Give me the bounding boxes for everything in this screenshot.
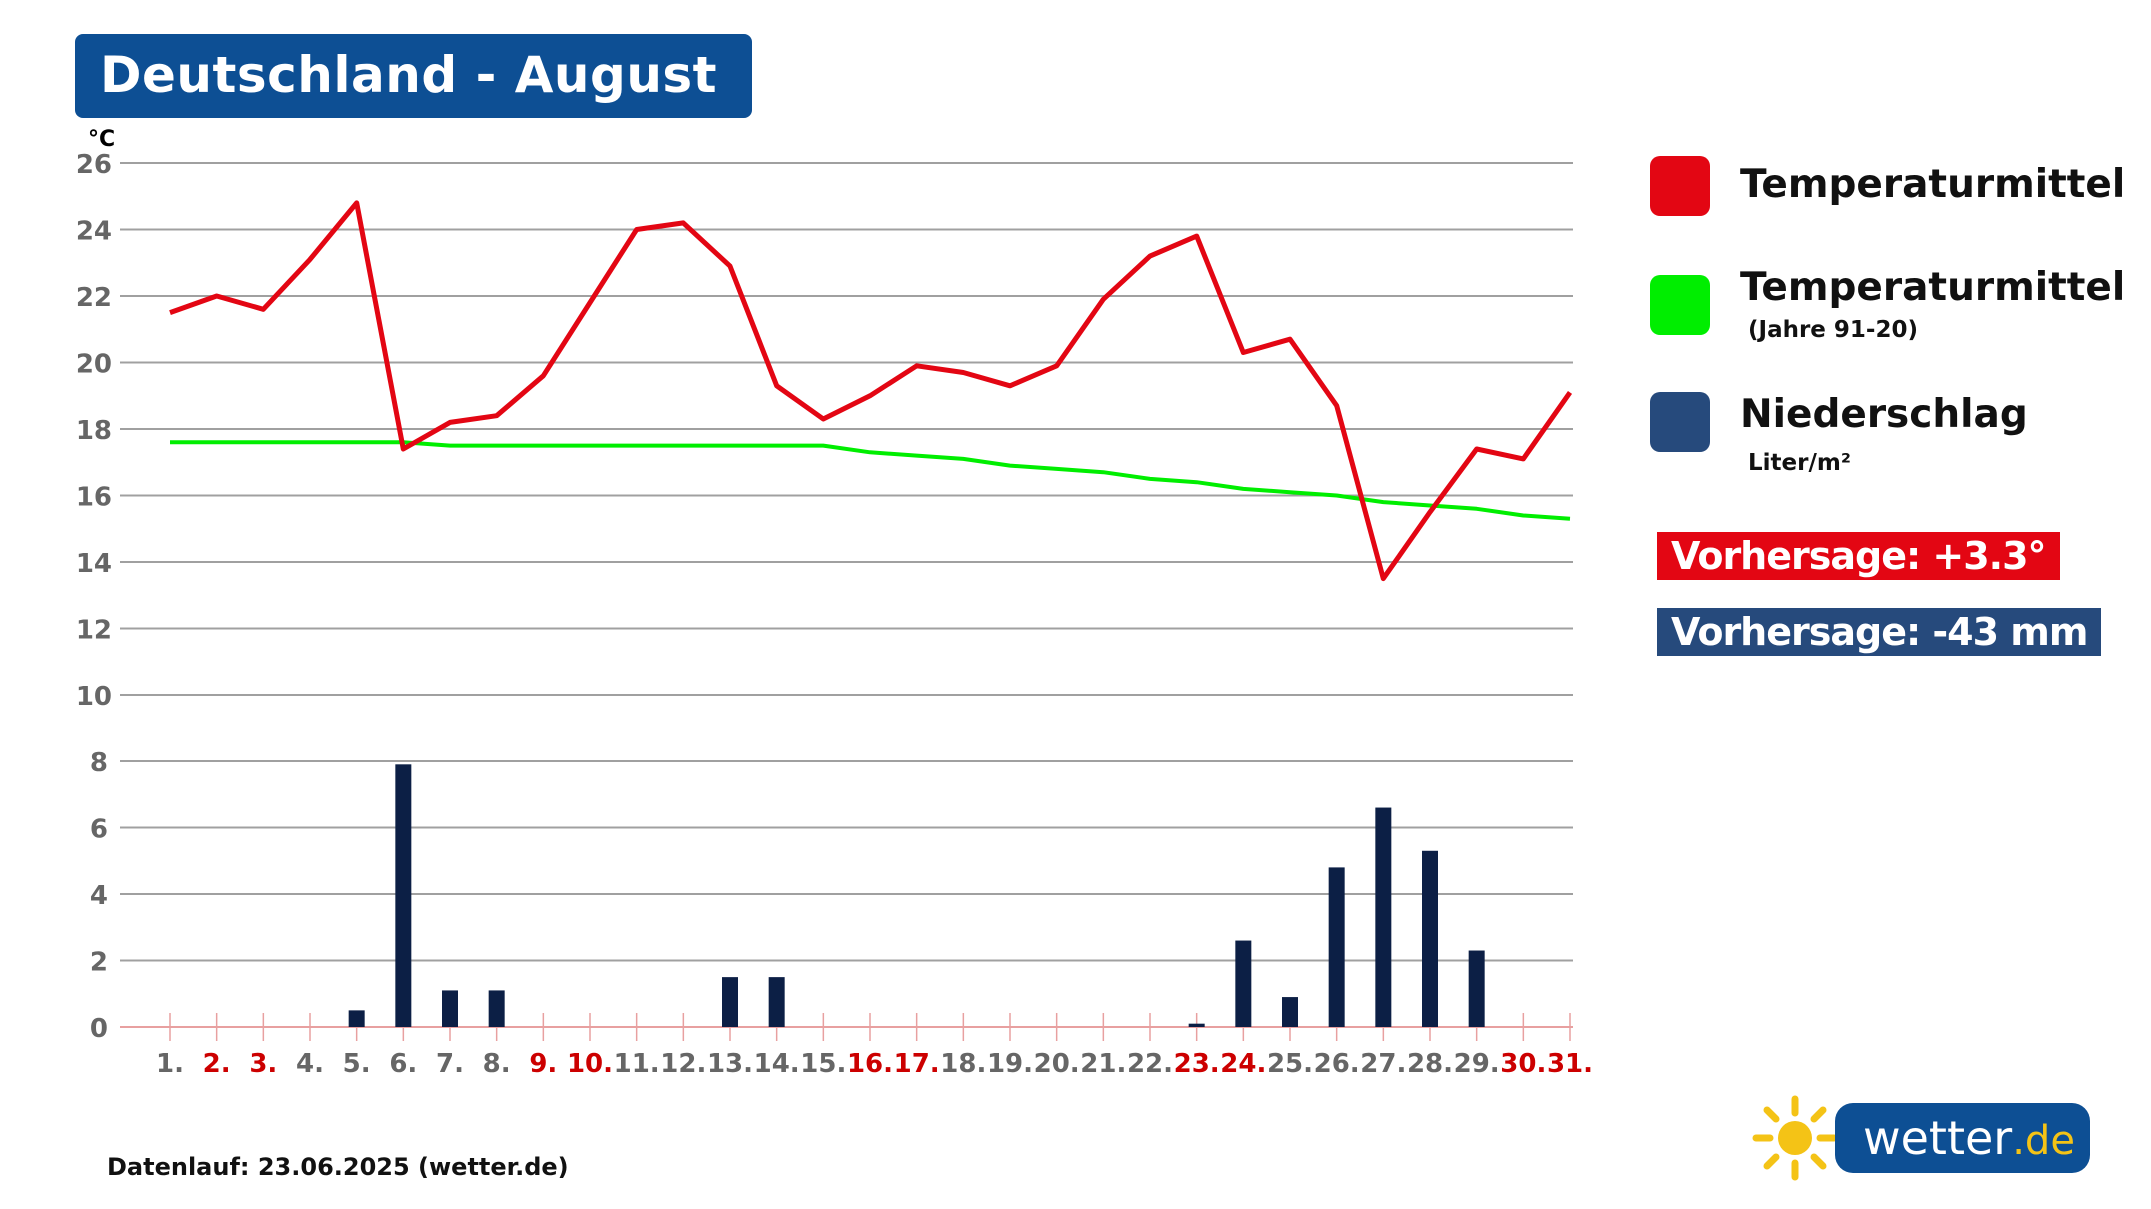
x-tick-label: 19. [987, 1049, 1033, 1079]
x-tick-label: 15. [800, 1049, 846, 1079]
logo-name: wetter [1863, 1111, 2013, 1165]
precip-bar [768, 977, 785, 1027]
y-tick-label: 0 [90, 1014, 108, 1044]
x-tick-label: 11. [614, 1049, 660, 1079]
x-tick-label: 20. [1034, 1049, 1080, 1079]
x-tick-label: 28. [1407, 1049, 1453, 1079]
y-tick-label: 20 [76, 350, 112, 380]
x-tick-label: 3. [249, 1049, 277, 1079]
x-tick-label: 29. [1454, 1049, 1500, 1079]
precip-bar [1468, 950, 1485, 1027]
y-tick-label: 2 [90, 948, 108, 978]
sun-icon [1752, 1095, 1838, 1181]
legend-sub-temp-normal: (Jahre 91-20) [1748, 317, 1918, 343]
precip-bar [1188, 1023, 1205, 1027]
logo-pill: wetter.de [1835, 1103, 2090, 1173]
precip-bar [1375, 807, 1392, 1027]
legend-label-temp: Temperaturmittel [1740, 162, 2126, 207]
precip-axis: 8 6 4 2 0 [90, 748, 108, 1044]
y-tick-label: 24 [76, 217, 112, 247]
legend-swatch-precip [1650, 392, 1710, 452]
x-tick-label: 27. [1360, 1049, 1406, 1079]
x-tick-label: 30. [1500, 1049, 1546, 1079]
x-tick-label: 31. [1547, 1049, 1593, 1079]
legend-label-precip: Niederschlag [1740, 392, 2028, 437]
precip-bar [1328, 867, 1345, 1027]
y-tick-label: 4 [90, 881, 108, 911]
x-labels: 1. 2. 3. 4. 5. 6. 7. 8. 9. 10. 11. 12. 13. 14. 15. 16. 1… [156, 1049, 1593, 1079]
x-tick-label: 18. [940, 1049, 986, 1079]
x-tick-label: 14. [754, 1049, 800, 1079]
x-tick-label: 5. [343, 1049, 371, 1079]
precip-bar [488, 990, 505, 1027]
y-tick-label: 10 [76, 682, 112, 712]
legend-swatch-temp [1650, 156, 1710, 216]
grid [120, 162, 1573, 1028]
precip-bar [348, 1010, 365, 1027]
y-tick-label: 14 [76, 549, 112, 579]
x-tick-label: 9. [529, 1049, 557, 1079]
legend-label-temp-normal: Temperaturmittel [1740, 265, 2126, 310]
x-tick-label: 4. [296, 1049, 324, 1079]
x-tick-label: 12. [660, 1049, 706, 1079]
x-tick-label: 22. [1127, 1049, 1173, 1079]
wetter-logo: wetter.de [1750, 1093, 2090, 1183]
y-unit-label: °C [88, 127, 115, 152]
x-tick-label: 10. [567, 1049, 613, 1079]
y-tick-label: 18 [76, 416, 112, 446]
x-tick-label: 23. [1174, 1049, 1220, 1079]
x-tick-label: 17. [894, 1049, 940, 1079]
y-tick-label: 6 [90, 815, 108, 845]
legend-sub-precip: Liter/m² [1748, 450, 1851, 476]
x-tick-label: 7. [436, 1049, 464, 1079]
x-tick-label: 8. [483, 1049, 511, 1079]
x-tick-label: 24. [1220, 1049, 1266, 1079]
temp-axis: 26 24 22 20 18 16 14 12 10 [76, 150, 112, 712]
data-run-note: Datenlauf: 23.06.2025 (wetter.de) [107, 1153, 569, 1181]
logo-text: wetter.de [1863, 1111, 2075, 1165]
forecast-temp-badge: Vorhersage: +3.3° [1657, 532, 2060, 580]
x-tick-label: 26. [1314, 1049, 1360, 1079]
temp-lines [169, 200, 1573, 582]
precip-bar [1282, 997, 1298, 1027]
temp-normal-line [170, 440, 1571, 521]
legend-swatch-temp-normal [1650, 275, 1710, 335]
x-tick-label: 2. [203, 1049, 231, 1079]
precip-bar [442, 990, 458, 1027]
x-tick-label: 6. [389, 1049, 417, 1079]
x-tick-label: 13. [707, 1049, 753, 1079]
temp-line [169, 200, 1573, 582]
y-tick-label: 16 [76, 483, 112, 513]
precip-bar [1235, 940, 1252, 1027]
precip-bar [722, 977, 738, 1027]
title-banner: Deutschland - August [75, 34, 752, 118]
x-tick-label: 25. [1267, 1049, 1313, 1079]
y-tick-label: 26 [76, 150, 112, 180]
logo-tld: .de [2012, 1118, 2075, 1164]
forecast-precip-badge: Vorhersage: -43 mm [1657, 608, 2102, 656]
x-tick-label: 16. [847, 1049, 893, 1079]
y-tick-label: 8 [90, 748, 108, 778]
y-tick-label: 22 [76, 283, 112, 313]
y-tick-label: 12 [76, 616, 112, 646]
x-tick-label: 21. [1080, 1049, 1126, 1079]
precip-bar [395, 764, 412, 1027]
page-title: Deutschland - August [100, 46, 718, 104]
precip-bars [348, 764, 1485, 1027]
precip-bar [1422, 850, 1438, 1027]
x-tick-label: 1. [156, 1049, 184, 1079]
